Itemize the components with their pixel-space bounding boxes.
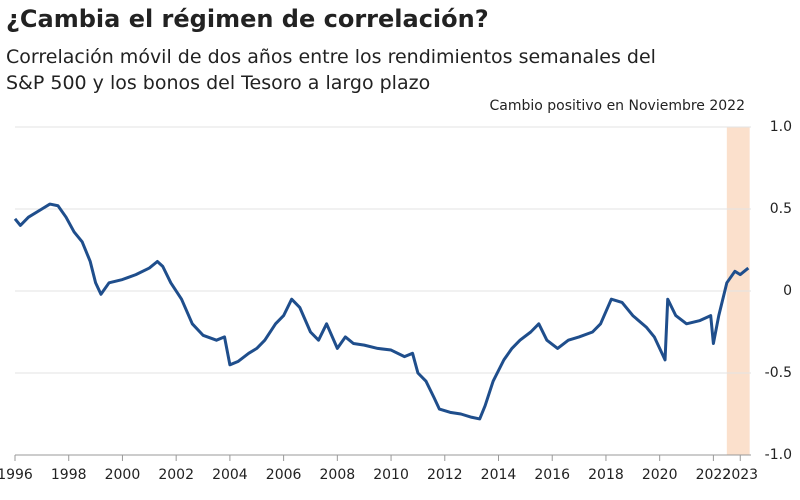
x-tick-label: 2012	[427, 467, 463, 483]
subtitle-box: Correlación móvil de dos años entre los …	[6, 46, 656, 94]
x-tick-label: 2018	[588, 467, 624, 483]
x-tick-label: 1998	[51, 467, 87, 483]
x-tick-label: 2022	[696, 467, 732, 483]
x-tick-label: 2023	[722, 467, 758, 483]
x-tick-label: 2004	[212, 467, 248, 483]
y-tick-label: 1.0	[770, 119, 792, 135]
x-tick-label: 1996	[0, 467, 33, 483]
x-tick-label: 2002	[158, 467, 194, 483]
y-tick-label: -1.0	[765, 447, 792, 463]
y-tick-label: 0.5	[770, 201, 792, 217]
chart-subtitle: Correlación móvil de dos años entre los …	[6, 46, 656, 94]
chart-title: ¿Cambia el régimen de correlación?	[6, 5, 489, 33]
data-line	[13, 202, 750, 421]
x-tick-label: 2006	[266, 467, 302, 483]
x-tick-label: 2000	[105, 467, 141, 483]
y-tick-label: -0.5	[765, 365, 792, 381]
x-tick-label: 2020	[642, 467, 678, 483]
annotation: Cambio positivo en Noviembre 2022	[489, 98, 745, 114]
y-tick-label: 0	[783, 283, 792, 299]
x-tick-label: 2010	[373, 467, 409, 483]
x-tick-label: 2008	[320, 467, 356, 483]
x-tick-label: 2014	[481, 467, 517, 483]
x-tick-label: 2016	[534, 467, 570, 483]
